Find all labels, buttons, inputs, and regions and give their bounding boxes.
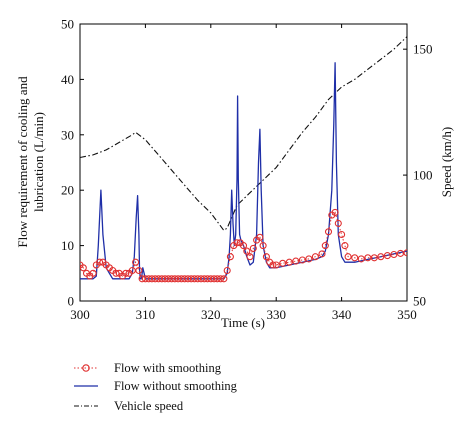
legend-item-without: Flow without smoothing [74, 379, 238, 393]
left-y-tick-label-4: 40 [61, 72, 74, 87]
flow-with-smoothing-point [341, 242, 349, 250]
flow-with-smoothing-point [321, 242, 329, 250]
flow-with-smoothing-point [233, 239, 241, 247]
flow-with-smoothing-point [96, 258, 104, 266]
flow-with-smoothing-point [396, 249, 405, 257]
right-y-axis-title: Speed (km/h) [439, 127, 454, 197]
flow-with-smoothing-point [403, 249, 407, 257]
legend-item-speed: Vehicle speed [74, 399, 184, 413]
vehicle-speed-series [80, 36, 407, 232]
flow-with-smoothing-point [226, 253, 234, 261]
flow-with-smoothing-point [331, 208, 339, 216]
right-y-tick-label-2: 150 [413, 42, 433, 57]
flow-with-smoothing-point [128, 266, 136, 275]
flow-with-smoothing-point [217, 275, 225, 283]
flow-with-smoothing-point [305, 255, 313, 263]
left-y-axis-title-line1: Flow requirement of cooling and [15, 76, 30, 248]
flow-with-smoothing-point [279, 259, 287, 267]
flow-with-smoothing-point [259, 242, 267, 250]
flow-with-smoothing-point [370, 254, 378, 262]
flow-with-smoothing-point [256, 233, 264, 241]
flow-with-smoothing-point [194, 275, 202, 283]
x-tick-label-4: 340 [332, 307, 352, 322]
legend: Flow with smoothing Flow without smoothi… [74, 361, 238, 413]
flow-with-smoothing-point [324, 228, 333, 236]
flow-with-smoothing-point [262, 253, 270, 261]
flow-with-smoothing-point [223, 266, 231, 275]
flow-with-smoothing-point [285, 258, 293, 266]
flow-with-smoothing-point [338, 230, 346, 239]
flow-with-smoothing-point [318, 250, 326, 258]
x-axis-ticks: 300 310 320 330 340 350 [70, 24, 417, 322]
left-y-tick-label-1: 10 [61, 238, 74, 253]
left-y-axis-ticks: 0 10 20 30 40 50 [61, 17, 84, 309]
flow-with-smoothing-point [220, 275, 228, 283]
flow-without-smoothing-line [80, 62, 407, 280]
left-y-tick-label-3: 30 [61, 127, 74, 142]
flow-with-smoothing-point [89, 269, 97, 277]
flow-with-smoothing-point [249, 244, 257, 252]
left-y-tick-label-2: 20 [61, 183, 74, 198]
flow-with-smoothing-point [171, 275, 179, 283]
flow-with-smoothing-point [298, 256, 306, 264]
flow-with-smoothing-point [311, 253, 319, 261]
flow-with-smoothing-point [161, 275, 169, 283]
flow-with-smoothing-point [132, 258, 140, 266]
legend-item-smoothing: Flow with smoothing [74, 361, 222, 375]
flow-with-smoothing-point [344, 253, 352, 261]
flow-with-smoothing-point [246, 253, 254, 261]
flow-with-smoothing-point [357, 255, 365, 263]
flow-with-smoothing-point [181, 275, 189, 283]
flow-with-smoothing-point [272, 261, 280, 269]
flow-with-smoothing-point [334, 219, 342, 227]
flow-with-smoothing-point [239, 242, 248, 250]
x-tick-label-2: 320 [201, 307, 221, 322]
legend-label-without: Flow without smoothing [114, 379, 238, 393]
vehicle-speed-line [80, 36, 407, 232]
flow-with-smoothing-point [138, 275, 146, 283]
left-y-tick-label-5: 50 [61, 17, 74, 32]
flow-with-smoothing-point [80, 264, 87, 272]
flow-without-smoothing-series [80, 62, 407, 280]
flow-with-smoothing-point [151, 275, 159, 283]
x-tick-label-5: 350 [397, 307, 417, 322]
flow-with-smoothing-point [122, 269, 130, 277]
flow-with-smoothing-point [377, 253, 385, 261]
x-tick-label-0: 300 [70, 307, 90, 322]
x-axis-title: Time (s) [221, 315, 265, 330]
flow-with-smoothing-point [213, 275, 221, 283]
flow-with-smoothing-point [190, 275, 198, 283]
flow-with-smoothing-series [80, 208, 407, 283]
flow-with-smoothing-point [351, 254, 359, 262]
x-tick-label-1: 310 [136, 307, 156, 322]
flow-with-smoothing-line [80, 211, 407, 280]
legend-label-speed: Vehicle speed [114, 399, 184, 413]
right-y-tick-label-1: 100 [413, 168, 433, 183]
flow-with-smoothing-point [112, 269, 120, 277]
legend-label-smoothing: Flow with smoothing [114, 361, 222, 375]
plot-frame [79, 23, 408, 302]
flow-with-smoothing-point [292, 257, 300, 265]
right-y-axis-ticks: 50 100 150 [403, 42, 433, 309]
flow-with-smoothing-point [390, 250, 398, 259]
right-y-tick-label-0: 50 [413, 294, 426, 309]
left-y-tick-label-0: 0 [68, 294, 75, 309]
flow-with-smoothing-point [148, 275, 156, 283]
flow-with-smoothing-point [269, 261, 277, 269]
flow-with-smoothing-point [203, 275, 212, 283]
flow-with-smoothing-point [243, 247, 251, 255]
left-y-axis-title-line2: lubrication (L/min) [31, 112, 46, 212]
flow-with-smoothing-point [135, 266, 143, 275]
flow-with-smoothing-point [383, 252, 391, 260]
x-tick-label-3: 330 [266, 307, 286, 322]
